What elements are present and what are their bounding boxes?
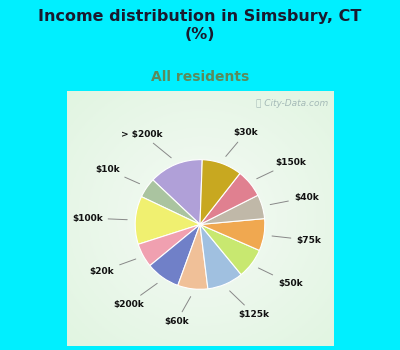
Text: $10k: $10k — [95, 165, 140, 184]
Wedge shape — [200, 219, 265, 250]
Text: $75k: $75k — [272, 236, 321, 245]
Wedge shape — [200, 160, 240, 224]
Text: $40k: $40k — [270, 193, 318, 205]
Text: $20k: $20k — [90, 259, 136, 276]
Text: ⓘ City-Data.com: ⓘ City-Data.com — [256, 99, 328, 108]
Text: $100k: $100k — [72, 214, 127, 223]
Wedge shape — [138, 224, 200, 266]
Wedge shape — [135, 197, 200, 244]
Text: Income distribution in Simsbury, CT
(%): Income distribution in Simsbury, CT (%) — [38, 9, 362, 42]
Text: $60k: $60k — [164, 296, 191, 326]
Wedge shape — [153, 160, 202, 224]
Wedge shape — [200, 224, 241, 289]
Wedge shape — [200, 195, 264, 224]
Wedge shape — [142, 180, 200, 224]
Text: $150k: $150k — [257, 158, 306, 179]
Wedge shape — [178, 224, 208, 289]
Text: $30k: $30k — [226, 128, 258, 156]
Text: $200k: $200k — [113, 284, 157, 309]
Text: > $200k: > $200k — [122, 130, 171, 158]
Wedge shape — [200, 224, 260, 274]
Wedge shape — [150, 224, 200, 285]
Text: All residents: All residents — [151, 70, 249, 84]
Wedge shape — [200, 173, 258, 224]
Text: $125k: $125k — [230, 291, 270, 319]
Text: $50k: $50k — [258, 268, 302, 288]
